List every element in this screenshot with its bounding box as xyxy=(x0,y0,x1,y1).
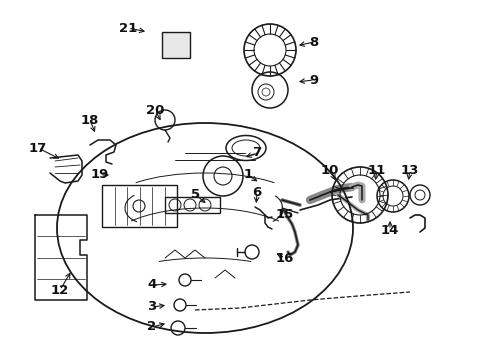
Text: 1: 1 xyxy=(244,168,252,181)
Text: 18: 18 xyxy=(81,113,99,126)
Text: 2: 2 xyxy=(147,320,157,333)
Text: 14: 14 xyxy=(381,224,399,237)
Text: 4: 4 xyxy=(147,279,157,292)
Text: 7: 7 xyxy=(252,147,262,159)
Text: 5: 5 xyxy=(192,189,200,202)
Text: 17: 17 xyxy=(29,141,47,154)
Text: 15: 15 xyxy=(276,208,294,221)
Text: 10: 10 xyxy=(321,163,339,176)
Text: 11: 11 xyxy=(368,163,386,176)
Text: 3: 3 xyxy=(147,301,157,314)
Text: 12: 12 xyxy=(51,284,69,297)
Text: 9: 9 xyxy=(310,73,318,86)
Text: 8: 8 xyxy=(309,36,318,49)
Text: 16: 16 xyxy=(276,252,294,265)
Text: 21: 21 xyxy=(119,22,137,35)
Text: 13: 13 xyxy=(401,163,419,176)
Text: 6: 6 xyxy=(252,186,262,199)
Text: 19: 19 xyxy=(91,168,109,181)
Polygon shape xyxy=(162,32,190,58)
Text: 20: 20 xyxy=(146,104,164,117)
